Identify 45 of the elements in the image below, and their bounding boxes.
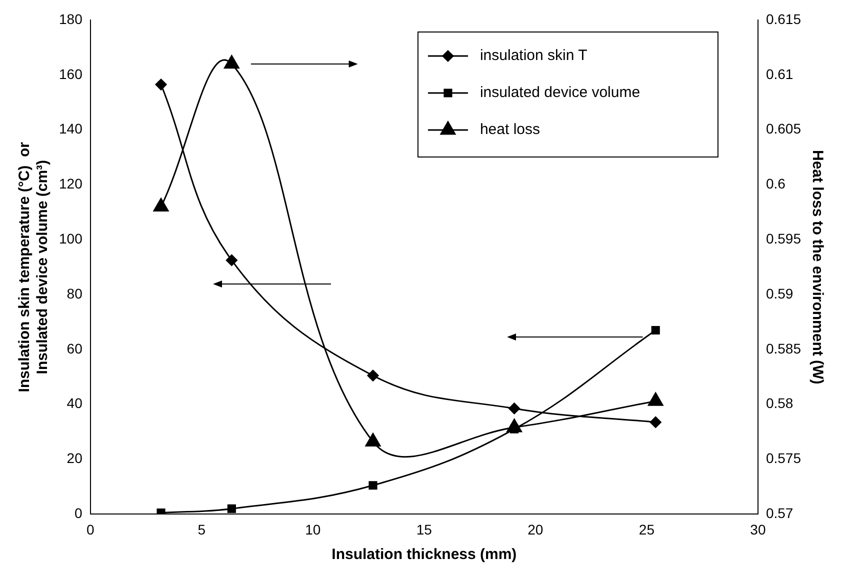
y2-tick-label: 0.58 [766, 395, 794, 412]
x-tick-label: 15 [416, 521, 432, 538]
legend-label: insulation skin T [480, 47, 588, 64]
x-axis-title: Insulation thickness (mm) [332, 546, 517, 564]
point [651, 326, 660, 335]
y-tick-label: 40 [66, 395, 83, 412]
y2-tick-label: 0.61 [766, 66, 794, 82]
x-tick-label: 5 [198, 521, 206, 538]
y2-tick-label: 0.605 [766, 120, 802, 137]
y-tick-label: 60 [66, 340, 83, 356]
y-tick-label: 120 [59, 176, 83, 192]
x-tick-label: 20 [528, 521, 544, 538]
legend-label: insulated device volume [480, 84, 640, 102]
y2-axis-title: Heat loss to the environment (W) [808, 150, 826, 384]
y-tick-label: 180 [59, 10, 83, 27]
y-tick-label: 100 [59, 230, 83, 247]
point [367, 370, 379, 382]
x-tick-label: 25 [638, 521, 655, 538]
x-tick-label: 0 [86, 521, 94, 538]
y2-tick-label: 0.57 [766, 505, 794, 522]
point [226, 254, 238, 266]
point [155, 78, 167, 90]
point [153, 198, 169, 212]
y-tick-label: 80 [66, 285, 83, 302]
y-tick-label: 160 [59, 66, 83, 82]
x-tick-label: 30 [750, 521, 766, 538]
point [365, 432, 381, 446]
y2-tick-label: 0.585 [766, 340, 802, 356]
y-tick-label: 20 [66, 450, 83, 466]
y-tick-label: 0 [74, 505, 83, 522]
y-tick-label: 140 [59, 120, 83, 137]
point [368, 481, 378, 490]
y2-tick-label: 0.575 [766, 450, 802, 466]
point [227, 504, 236, 513]
x-tick-label: 10 [305, 521, 321, 538]
point [224, 55, 240, 69]
point [508, 402, 520, 414]
point [650, 416, 662, 428]
y2-tick-label: 0.59 [766, 285, 794, 302]
y2-tick-label: 0.6 [766, 176, 786, 192]
point [648, 392, 664, 406]
y-axis-title: Insulation skin temperature (°C) or Insulated device volume (cm³) [16, 142, 52, 392]
y2-tick-label: 0.615 [766, 10, 802, 27]
legend-label: heat loss [480, 121, 540, 138]
y2-tick-label: 0.595 [766, 230, 802, 247]
